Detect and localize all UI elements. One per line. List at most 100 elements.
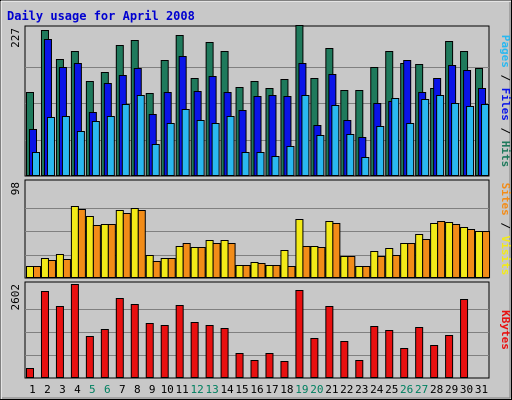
bar-kbytes-day-7 xyxy=(115,298,124,378)
bar-sites-day-19 xyxy=(302,246,311,278)
bar-sites-day-3 xyxy=(62,259,71,278)
bar-visits-day-3 xyxy=(55,254,64,278)
bar-kbytes-day-26 xyxy=(400,348,409,378)
bar-pages-day-26 xyxy=(406,123,415,176)
bar-sites-day-10 xyxy=(167,258,176,278)
bar-sites-day-26 xyxy=(407,243,416,278)
bar-kbytes-day-14 xyxy=(220,328,229,378)
bar-pages-day-3 xyxy=(61,116,70,176)
bar-pages-day-16 xyxy=(256,152,265,176)
x-label-day-2: 2 xyxy=(44,383,51,396)
bar-sites-day-5 xyxy=(92,225,101,278)
axis-label-part: / xyxy=(499,68,512,88)
bar-visits-day-7 xyxy=(115,210,124,278)
bar-kbytes-day-5 xyxy=(85,336,94,378)
x-label-day-12: 12 xyxy=(191,383,204,396)
x-label-day-26: 26 xyxy=(400,383,413,396)
bar-pages-day-1 xyxy=(32,152,40,176)
bar-kbytes-day-11 xyxy=(175,305,184,378)
bar-visits-day-17 xyxy=(265,265,274,278)
bar-pages-day-14 xyxy=(226,116,235,176)
bar-pages-day-30 xyxy=(466,106,475,176)
bar-sites-day-13 xyxy=(212,243,221,278)
bar-sites-day-28 xyxy=(437,221,446,278)
bar-kbytes-day-6 xyxy=(100,329,109,378)
x-label-day-18: 18 xyxy=(280,383,293,396)
bar-sites-day-31 xyxy=(482,231,491,278)
bar-visits-day-11 xyxy=(175,246,184,278)
bar-kbytes-day-15 xyxy=(235,353,244,378)
bar-pages-day-20 xyxy=(316,135,325,176)
bar-visits-day-19 xyxy=(295,219,304,278)
x-label-day-11: 11 xyxy=(176,383,189,396)
bar-visits-day-13 xyxy=(205,240,214,278)
bar-pages-day-25 xyxy=(391,98,400,176)
bar-sites-day-7 xyxy=(122,213,131,278)
bar-pages-day-18 xyxy=(286,146,295,176)
bar-kbytes-day-8 xyxy=(130,304,139,378)
bar-visits-day-5 xyxy=(85,216,94,278)
x-label-day-21: 21 xyxy=(325,383,338,396)
bar-sites-day-29 xyxy=(452,224,461,278)
bar-sites-day-18 xyxy=(287,266,296,278)
bar-kbytes-day-19 xyxy=(295,290,304,378)
bar-pages-day-13 xyxy=(211,123,220,176)
x-label-day-14: 14 xyxy=(220,383,234,396)
panel-kbytes: 2602 KBytes xyxy=(9,281,512,379)
bar-kbytes-day-13 xyxy=(205,325,214,378)
bar-visits-day-28 xyxy=(430,223,439,278)
x-label-day-27: 27 xyxy=(415,383,428,396)
chart-panels: 227 Pages / Files / Hits 98 Sites / Visits 2… xyxy=(9,25,512,379)
axis-label-part: KBytes xyxy=(499,310,512,350)
x-label-day-23: 23 xyxy=(355,383,368,396)
bar-sites-day-17 xyxy=(272,265,281,278)
bar-pages-day-4 xyxy=(76,131,85,176)
panel-pages-files-hits: 227 Pages / Files / Hits xyxy=(9,25,512,177)
bar-visits-day-20 xyxy=(310,246,319,278)
axis-label-part: / xyxy=(499,121,512,141)
bar-kbytes-day-20 xyxy=(310,338,319,378)
bar-visits-day-22 xyxy=(340,256,349,278)
y-max-label: 227 xyxy=(9,28,22,48)
y-max-label: 2602 xyxy=(9,284,22,311)
bar-sites-day-15 xyxy=(242,265,251,278)
bar-pages-day-6 xyxy=(106,116,115,176)
bar-visits-day-6 xyxy=(100,224,109,278)
bar-pages-day-27 xyxy=(421,99,430,176)
bar-kbytes-day-22 xyxy=(340,341,349,378)
bar-kbytes-day-18 xyxy=(280,361,289,378)
bar-sites-day-24 xyxy=(377,256,386,278)
bar-sites-day-4 xyxy=(77,209,86,278)
bar-visits-day-2 xyxy=(40,258,49,278)
x-label-day-25: 25 xyxy=(385,383,398,396)
bar-visits-day-1 xyxy=(26,266,34,278)
bar-pages-day-22 xyxy=(346,134,355,176)
bar-visits-day-23 xyxy=(355,266,364,278)
x-label-day-17: 17 xyxy=(265,383,278,396)
bar-visits-day-8 xyxy=(130,208,139,278)
bar-visits-day-4 xyxy=(70,206,79,278)
bar-kbytes-day-3 xyxy=(55,306,64,378)
x-label-day-28: 28 xyxy=(430,383,443,396)
bar-kbytes-day-16 xyxy=(250,360,259,378)
bar-pages-day-31 xyxy=(481,104,490,176)
bar-kbytes-day-17 xyxy=(265,353,274,378)
x-label-day-8: 8 xyxy=(134,383,141,396)
x-label-day-3: 3 xyxy=(59,383,66,396)
axis-label-part: Sites xyxy=(499,183,512,216)
x-label-day-15: 15 xyxy=(235,383,248,396)
panel-axis-label: Pages / Files / Hits xyxy=(499,35,512,168)
series-kbytes xyxy=(26,284,469,378)
bar-sites-day-30 xyxy=(467,229,476,278)
bar-visits-day-12 xyxy=(190,247,199,278)
x-label-day-7: 7 xyxy=(119,383,126,396)
bar-sites-day-20 xyxy=(317,247,326,278)
bar-kbytes-day-30 xyxy=(460,299,469,378)
bar-visits-day-10 xyxy=(160,258,169,278)
panel-axis-label: KBytes xyxy=(499,310,512,350)
bar-kbytes-day-10 xyxy=(160,325,169,378)
bar-sites-day-23 xyxy=(362,266,371,278)
bar-pages-day-23 xyxy=(361,157,370,176)
bar-sites-day-14 xyxy=(227,243,236,278)
